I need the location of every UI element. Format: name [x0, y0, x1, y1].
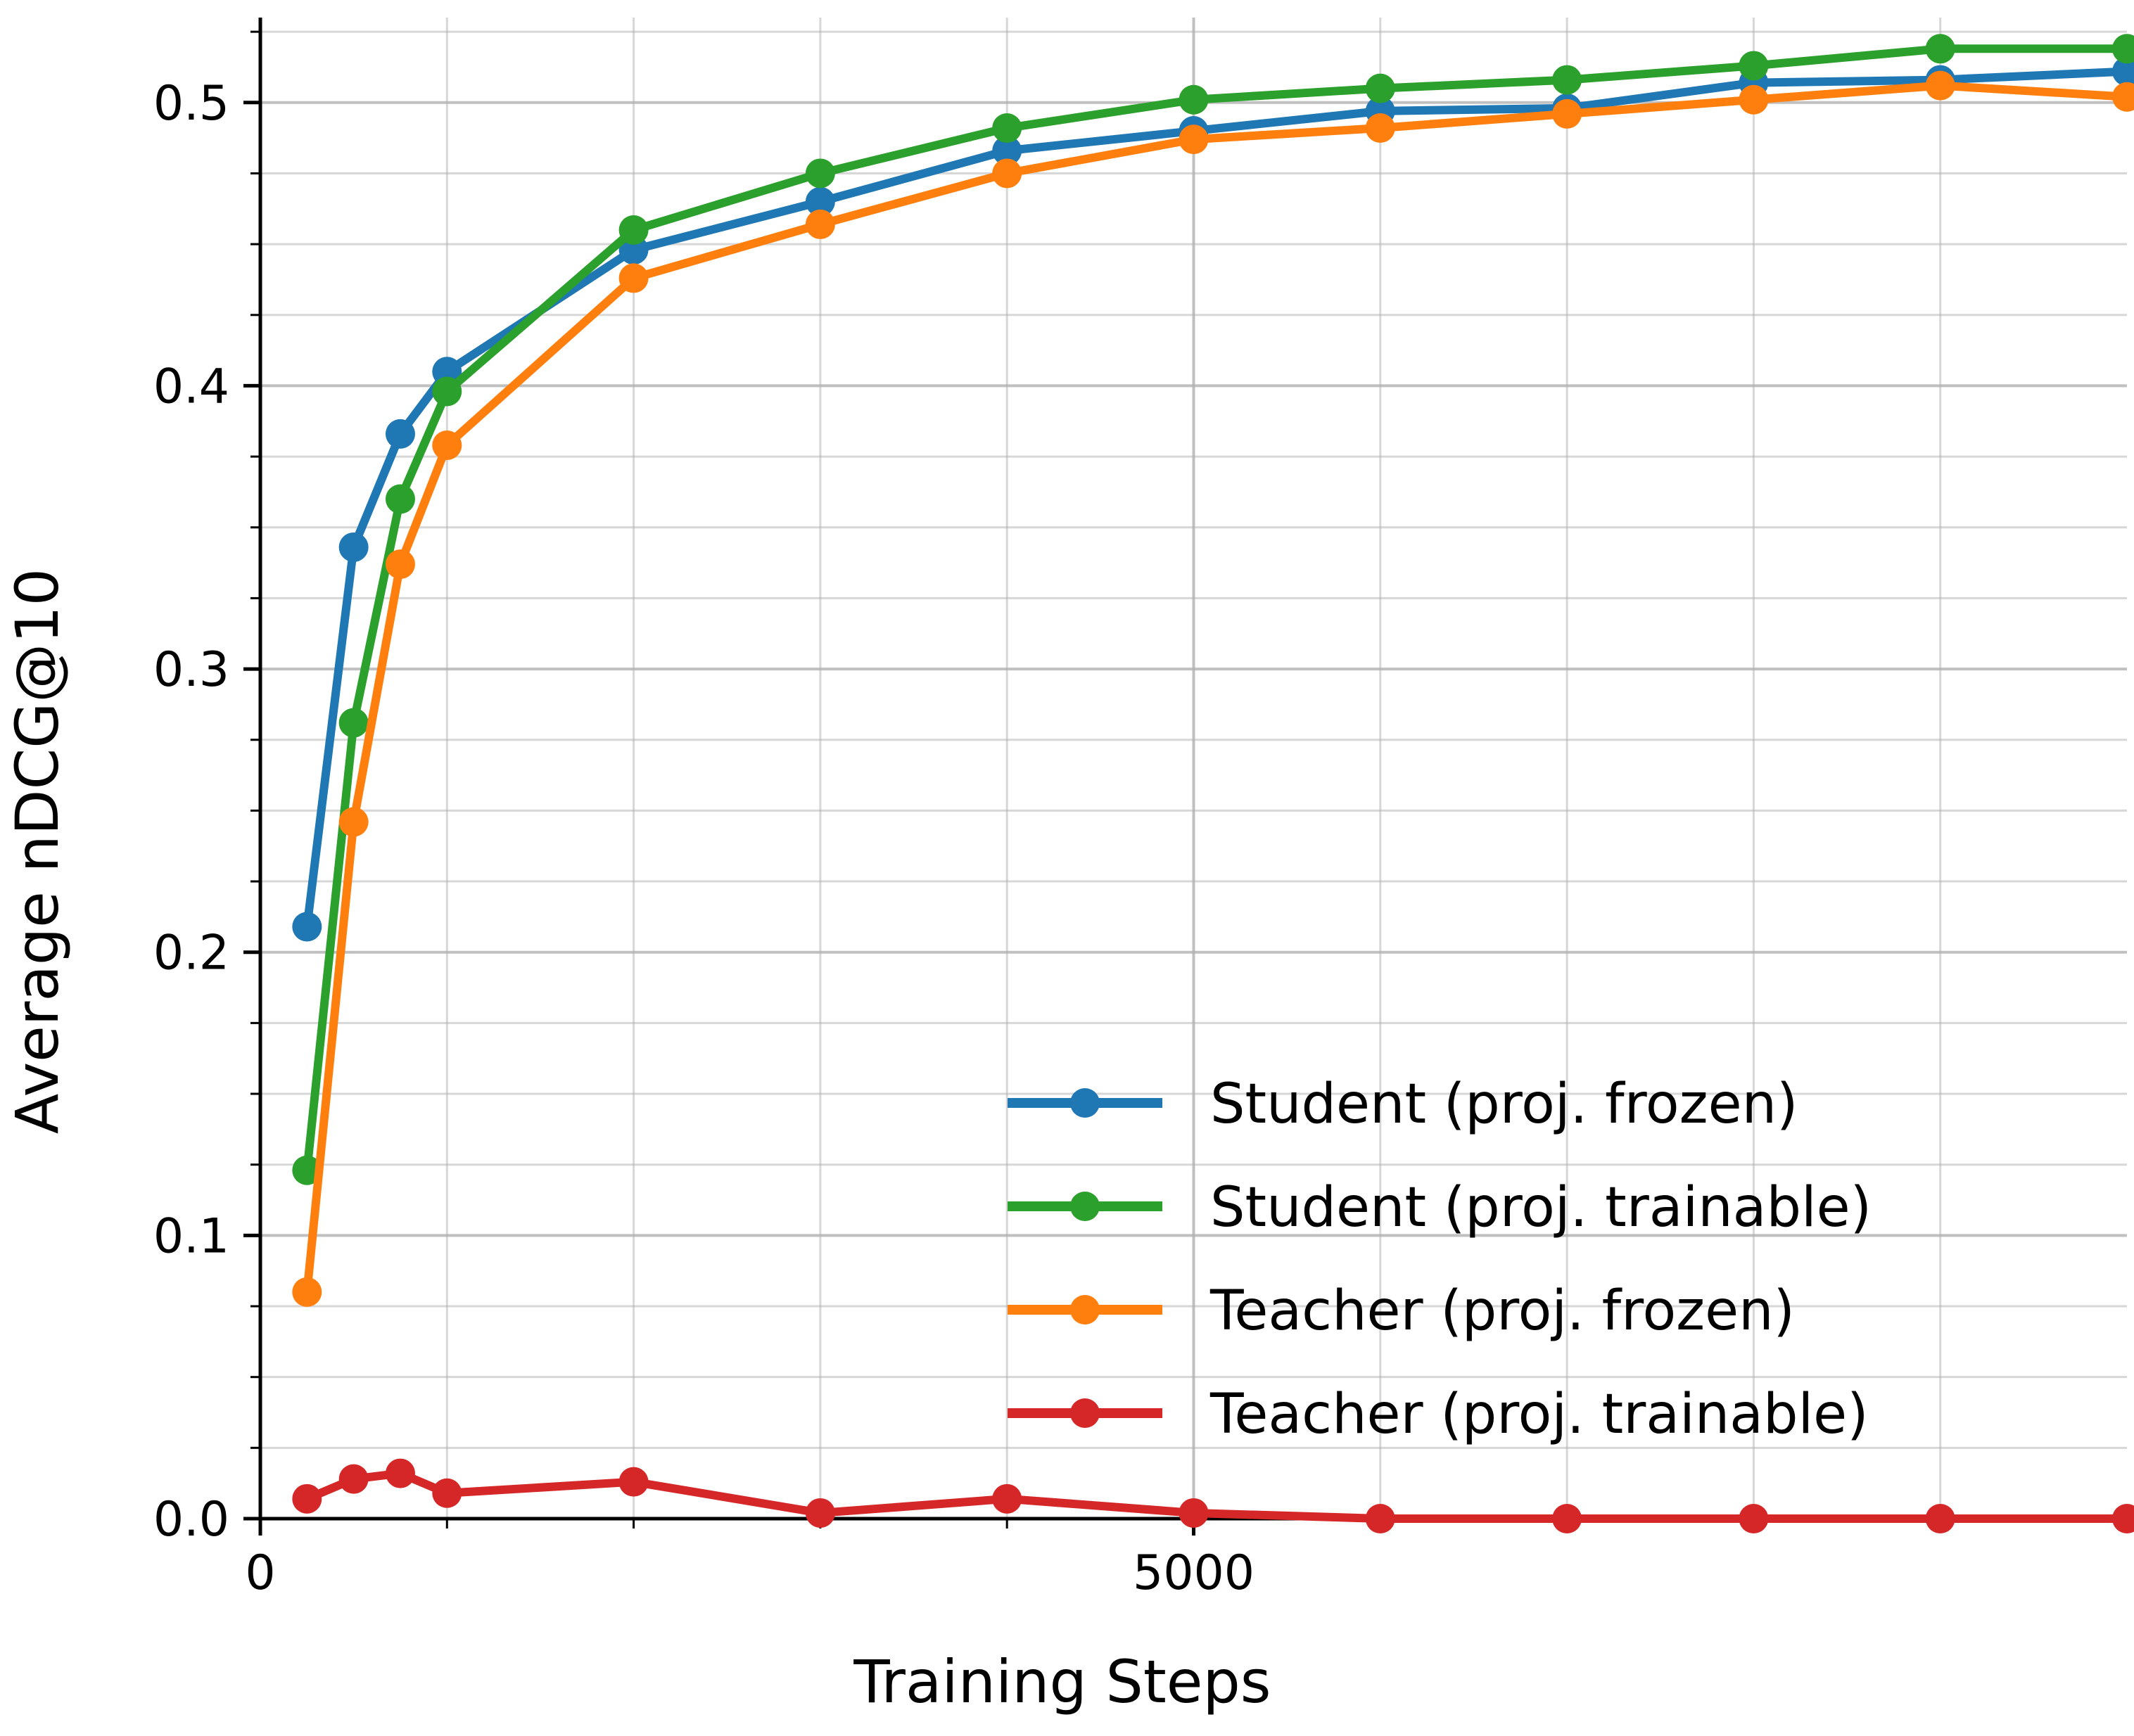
y-tick-label: 0.4 — [153, 359, 229, 414]
legend-item: Student (proj. frozen) — [1008, 1073, 1798, 1136]
grid — [260, 18, 2127, 1519]
data-point — [2112, 82, 2134, 112]
series-line — [303, 44, 2131, 1175]
data-point — [992, 1483, 1022, 1514]
x-tick-label: 5000 — [1133, 1545, 1255, 1601]
data-point — [1179, 84, 1209, 115]
data-point — [1739, 1504, 1769, 1533]
legend: Student (proj. frozen) Student (proj. tra… — [1008, 1073, 1872, 1446]
series-line — [303, 67, 2131, 931]
y-axis-label: Average nDCG@10 — [3, 568, 72, 1134]
data-point — [1925, 34, 1955, 64]
data-point — [385, 549, 415, 580]
series-group — [292, 34, 2134, 1185]
data-point — [338, 1464, 369, 1494]
data-point — [1739, 84, 1769, 115]
data-point — [338, 807, 369, 837]
data-point — [1552, 98, 1582, 129]
data-point — [618, 263, 649, 293]
series — [292, 34, 2134, 1533]
legend-label: Teacher (proj. trainable) — [1209, 1383, 1869, 1446]
data-point — [385, 484, 415, 514]
x-axis-label: Training Steps — [853, 1647, 1271, 1716]
data-point — [992, 113, 1022, 143]
data-point — [1552, 65, 1582, 95]
data-point — [805, 186, 835, 217]
data-point — [1925, 1504, 1955, 1533]
legend-item: Teacher (proj. frozen) — [1008, 1279, 1795, 1343]
legend-swatch-marker — [1070, 1088, 1100, 1118]
data-point — [432, 376, 462, 407]
data-point — [292, 912, 322, 942]
data-point — [292, 1483, 322, 1514]
legend-swatch-marker — [1070, 1398, 1100, 1428]
x-tick-label: 0 — [245, 1545, 275, 1601]
legend-swatch-marker — [1070, 1192, 1100, 1221]
data-point — [805, 158, 835, 189]
y-tick-label: 0.3 — [153, 642, 229, 698]
data-point — [292, 1277, 322, 1307]
data-point — [432, 1478, 462, 1508]
legend-item: Teacher (proj. trainable) — [1008, 1383, 1869, 1446]
y-tick-label: 0.0 — [153, 1492, 229, 1547]
legend-item: Student (proj. trainable) — [1008, 1176, 1872, 1239]
legend-label: Student (proj. trainable) — [1210, 1176, 1872, 1239]
data-point — [992, 158, 1022, 189]
data-point — [805, 209, 835, 239]
y-tick-labels: 0.0 0.1 0.2 0.3 0.4 0.5 — [153, 76, 229, 1547]
legend-label: Student (proj. frozen) — [1210, 1073, 1798, 1136]
data-point — [618, 215, 649, 245]
series-line — [303, 1469, 2131, 1523]
data-point — [338, 708, 369, 738]
legend-swatch-marker — [1070, 1295, 1100, 1325]
data-point — [432, 430, 462, 460]
legend-label: Teacher (proj. frozen) — [1209, 1279, 1795, 1343]
data-point — [2112, 1504, 2134, 1533]
x-tick-labels: 0 5000 — [245, 1545, 1255, 1601]
series-group — [292, 56, 2134, 942]
y-tick-label: 0.2 — [153, 926, 229, 981]
data-point — [1552, 1504, 1582, 1533]
series-group — [292, 1458, 2134, 1533]
data-point — [805, 1498, 835, 1528]
data-point — [1365, 113, 1395, 143]
data-point — [1739, 51, 1769, 81]
series-group — [292, 70, 2134, 1307]
data-point — [1925, 70, 1955, 101]
data-point — [1365, 73, 1395, 103]
data-point — [618, 1467, 649, 1497]
y-tick-label: 0.1 — [153, 1208, 229, 1264]
data-point — [1179, 1498, 1209, 1528]
data-point — [1179, 125, 1209, 155]
data-point — [385, 1458, 415, 1488]
data-point — [338, 532, 369, 562]
data-point — [992, 136, 1022, 166]
data-point — [2112, 56, 2134, 87]
y-tick-label: 0.5 — [153, 76, 229, 132]
data-point — [385, 419, 415, 449]
data-point — [2112, 34, 2134, 64]
data-point — [1365, 1504, 1395, 1533]
